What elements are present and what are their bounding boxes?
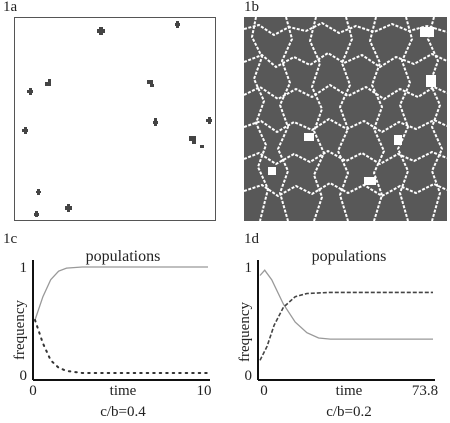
boundary-network	[396, 17, 414, 221]
boundary-network	[336, 17, 354, 221]
white-cluster	[268, 167, 276, 175]
chart-caption: c/b=0.4	[100, 404, 146, 420]
boundary-network	[308, 17, 326, 221]
panel-label-1c: 1c	[3, 231, 18, 247]
cluster	[22, 127, 28, 134]
cluster	[34, 211, 39, 217]
panel-label-1b: 1b	[244, 0, 259, 15]
series-line-solid	[34, 266, 208, 321]
cluster	[153, 118, 158, 126]
y-axis-label: frequency	[237, 302, 253, 362]
y-tick-bottom: 0	[20, 368, 28, 384]
cluster	[206, 117, 212, 124]
lattice-sparse-svg	[22, 21, 212, 217]
panel-label-1a: 1a	[3, 0, 18, 15]
cluster	[97, 27, 105, 35]
y-tick-top: 1	[245, 260, 253, 276]
boundary-network	[244, 51, 447, 69]
cluster	[175, 21, 180, 28]
series-layer	[259, 269, 433, 361]
boundary-network	[276, 17, 294, 221]
series-line-dotted	[34, 319, 209, 374]
cluster	[27, 88, 33, 95]
cluster	[189, 136, 204, 148]
cluster	[147, 80, 154, 87]
boundary-network	[368, 17, 386, 221]
series-layer	[34, 266, 209, 374]
cluster	[45, 79, 51, 86]
chart-title: populations	[86, 248, 161, 265]
x-axis-label: time	[336, 383, 363, 399]
lattice-sparse	[14, 17, 216, 221]
chart-title: populations	[312, 248, 387, 265]
white-cluster	[426, 75, 436, 87]
boundary-network	[426, 17, 444, 221]
white-cluster	[394, 135, 402, 145]
chart-1d: populations frequency time c/b=0.2 1 0 0…	[237, 248, 438, 420]
series-line-solid	[259, 269, 433, 340]
chart-1c: populations frequency time c/b=0.4 1 0 0…	[12, 248, 212, 420]
x-tick-start: 0	[260, 383, 268, 399]
x-tick-end: 10	[197, 383, 212, 399]
boundary-network	[244, 181, 447, 198]
lattice-dense	[244, 17, 447, 221]
y-tick-top: 1	[20, 260, 28, 276]
y-tick-bottom: 0	[245, 368, 253, 384]
white-cluster	[364, 177, 376, 185]
boundary-network	[250, 17, 270, 221]
series-line-dashed	[259, 291, 433, 361]
panel-label-1d: 1d	[244, 231, 259, 247]
cluster	[65, 204, 72, 212]
cluster	[36, 189, 41, 195]
white-cluster	[304, 133, 314, 141]
boundary-network	[244, 149, 447, 166]
x-tick-end: 73.8	[412, 383, 438, 399]
x-axis-label: time	[110, 383, 137, 399]
x-tick-start: 0	[29, 383, 37, 399]
lattice-dense-svg	[244, 17, 447, 221]
y-axis-label: frequency	[12, 300, 28, 360]
chart-caption: c/b=0.2	[326, 404, 372, 420]
white-cluster	[420, 27, 434, 37]
